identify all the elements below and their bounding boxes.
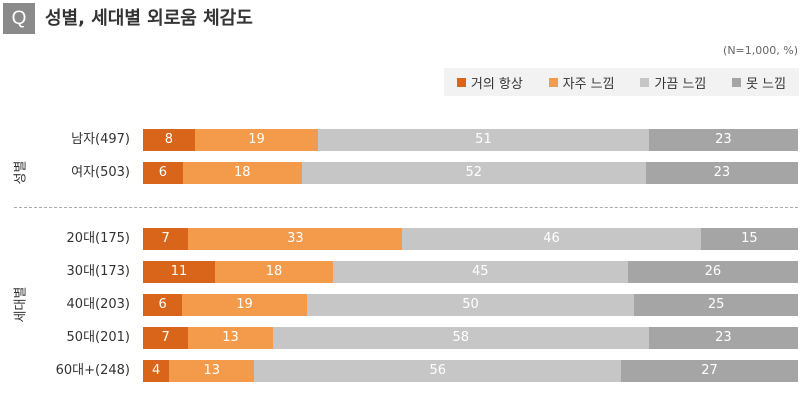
bar-segment-always: 11 [143, 261, 216, 283]
question-badge: Q [3, 3, 35, 34]
group-label-gender: 성별 [13, 160, 29, 185]
bar-segment-always: 4 [143, 360, 170, 382]
bar-segment-never: 23 [648, 327, 798, 349]
stacked-bar: 7 33 46 15 [143, 228, 798, 250]
bar-segment-sometimes: 46 [402, 228, 701, 250]
bar-segment-often: 33 [188, 228, 403, 250]
stacked-bar: 6 18 52 23 [143, 162, 798, 184]
bar-segment-never: 23 [648, 129, 798, 151]
group-divider [14, 207, 798, 208]
sample-note: (N=1,000, %) [723, 44, 798, 57]
bar-segment-sometimes: 51 [318, 129, 649, 151]
stacked-bar: 8 19 51 23 [143, 129, 798, 151]
category-label: 40대(203) [66, 297, 130, 312]
group-label-generation: 세대별 [13, 286, 29, 323]
bar-segment-never: 27 [621, 360, 798, 382]
legend-label-always: 거의 항상 [470, 76, 523, 92]
legend-item-always: 거의 항상 [456, 73, 523, 92]
category-label: 20대(175) [66, 231, 130, 246]
legend-swatch-often [548, 77, 558, 87]
bar-segment-sometimes: 50 [306, 294, 635, 316]
stacked-bar: 11 18 45 26 [143, 261, 798, 283]
bar-segment-never: 15 [700, 228, 798, 250]
bar-segment-never: 25 [634, 294, 798, 316]
legend-item-never: 못 느낌 [732, 73, 786, 92]
bar-segment-often: 13 [169, 360, 255, 382]
legend-label-sometimes: 가끔 느낌 [654, 76, 707, 92]
bar-segment-often: 18 [182, 162, 302, 184]
category-label: 여자(503) [71, 165, 130, 180]
bar-segment-always: 7 [143, 327, 189, 349]
legend-swatch-sometimes [640, 77, 650, 87]
legend-label-never: 못 느낌 [746, 76, 787, 92]
bar-segment-never: 26 [627, 261, 798, 283]
legend-label-often: 자주 느낌 [562, 76, 615, 92]
bar-segment-often: 19 [182, 294, 307, 316]
bar-segment-sometimes: 52 [301, 162, 646, 184]
category-label: 60대+(248) [55, 363, 130, 378]
bar-segment-never: 23 [645, 162, 798, 184]
bar-segment-sometimes: 45 [332, 261, 628, 283]
stacked-bar: 7 13 58 23 [143, 327, 798, 349]
legend-item-often: 자주 느낌 [548, 73, 615, 92]
bar-segment-always: 7 [143, 228, 189, 250]
category-label: 남자(497) [71, 132, 130, 147]
category-label: 50대(201) [66, 330, 130, 345]
stacked-bar: 4 13 56 27 [143, 360, 798, 382]
category-label: 30대(173) [66, 264, 130, 279]
bar-segment-often: 13 [188, 327, 273, 349]
chart-title: 성별, 세대별 외로움 체감도 [45, 8, 253, 29]
legend-swatch-never [732, 77, 742, 87]
stacked-bar: 6 19 50 25 [143, 294, 798, 316]
bar-segment-often: 19 [194, 129, 319, 151]
bar-segment-always: 6 [143, 294, 183, 316]
legend: 거의 항상 자주 느낌 가끔 느낌 못 느낌 [444, 68, 799, 96]
bar-segment-often: 18 [215, 261, 333, 283]
bar-segment-sometimes: 58 [272, 327, 649, 349]
legend-swatch-always [456, 77, 466, 87]
legend-item-sometimes: 가끔 느낌 [640, 73, 706, 92]
bar-segment-always: 8 [143, 129, 195, 151]
bar-segment-sometimes: 56 [254, 360, 622, 382]
bar-segment-always: 6 [143, 162, 183, 184]
